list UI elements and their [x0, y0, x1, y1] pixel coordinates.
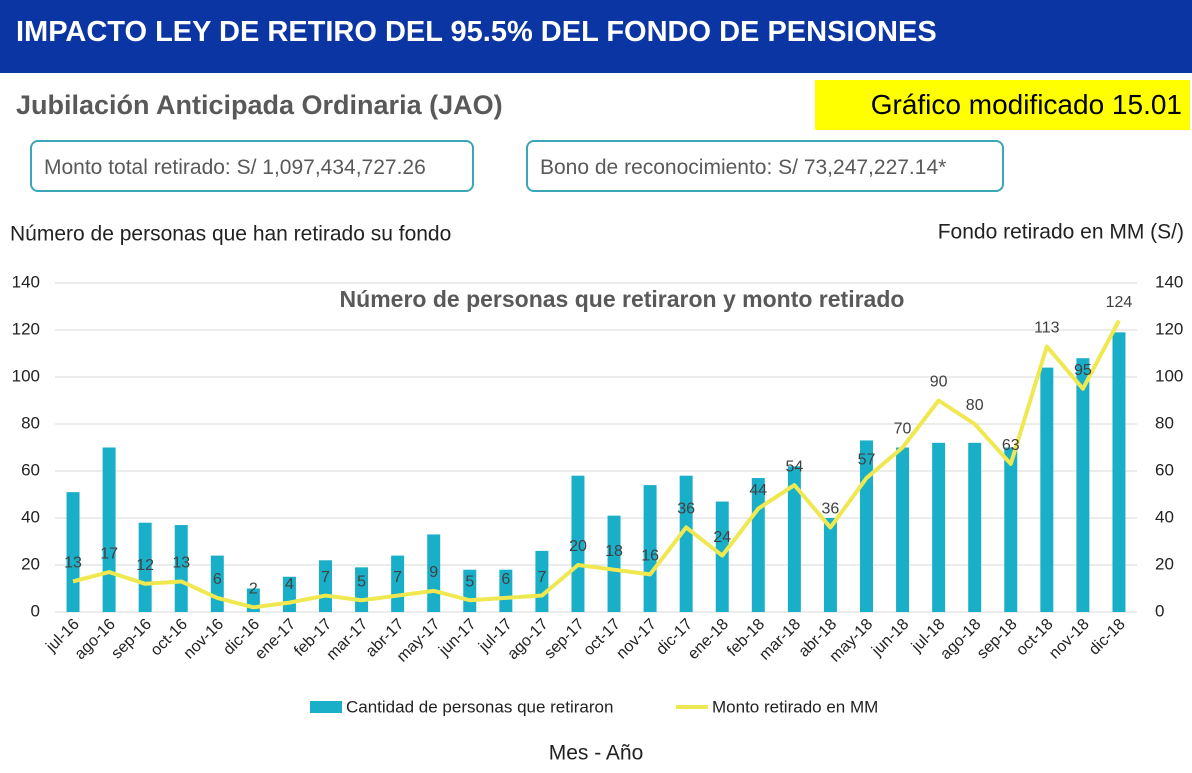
badge: Gráfico modificado 15.01 [815, 80, 1190, 130]
data-label: 6 [213, 571, 222, 588]
bar [174, 525, 188, 612]
data-label: 7 [393, 569, 402, 586]
data-label: 7 [321, 569, 330, 586]
bar [823, 518, 837, 612]
y-tick-label: 20 [21, 554, 40, 573]
y-axis-title: Número de personas que han retirado su f… [10, 223, 451, 246]
data-label: 18 [605, 543, 623, 560]
data-label: 2 [249, 581, 258, 598]
y2-tick-label: 20 [1155, 554, 1174, 573]
bar [319, 560, 332, 612]
bar [968, 442, 982, 612]
y2-tick-label: 80 [1155, 413, 1174, 432]
data-label: 57 [858, 451, 876, 468]
bar [1076, 358, 1090, 612]
x-tick-label: jun-18 [868, 616, 912, 660]
header: IMPACTO LEY DE RETIRO DEL 95.5% DEL FOND… [0, 0, 1192, 73]
subtitle: Jubilación Anticipada Ordinaria (JAO) [16, 90, 503, 120]
x-tick-label: ene-18 [685, 616, 732, 663]
data-label: 24 [713, 529, 731, 546]
legend-label: Monto retirado en MM [712, 697, 878, 716]
data-label: 36 [822, 501, 840, 518]
x-tick-label: ago-18 [937, 616, 984, 663]
bar [66, 492, 80, 612]
y-tick-label: 140 [12, 272, 40, 291]
data-label: 54 [785, 458, 803, 475]
data-label: 124 [1106, 294, 1133, 311]
chart-title: Número de personas que retiraron y monto… [340, 286, 905, 312]
data-label: 70 [894, 421, 912, 438]
legend-swatch [310, 701, 342, 713]
data-label: 9 [429, 564, 438, 581]
bar [896, 447, 910, 612]
y-tick-label: 80 [21, 413, 40, 432]
y-tick-label: 60 [21, 460, 40, 479]
data-label: 13 [172, 555, 190, 572]
data-label: 20 [569, 538, 587, 555]
x-tick-label: sep-17 [541, 616, 588, 663]
data-label: 4 [285, 576, 294, 593]
x-tick-label: sep-18 [974, 616, 1021, 663]
data-label: 95 [1074, 362, 1092, 379]
y-tick-label: 40 [21, 507, 40, 526]
y-tick-label: 100 [12, 366, 40, 385]
data-label: 5 [357, 573, 366, 590]
data-label: 13 [64, 555, 82, 572]
page-title: IMPACTO LEY DE RETIRO DEL 95.5% DEL FOND… [16, 16, 937, 48]
info-box: Monto total retirado: S/ 1,097,434,727.2… [30, 140, 474, 192]
x-axis-title: Mes - Año [549, 742, 644, 765]
x-tick-label: sep-16 [108, 616, 155, 663]
y2-tick-label: 0 [1155, 601, 1164, 620]
data-label: 63 [1002, 437, 1020, 454]
x-tick-label: nov-18 [1046, 616, 1093, 663]
bar [607, 515, 621, 612]
bar [679, 475, 693, 612]
y2-tick-label: 60 [1155, 460, 1174, 479]
bar [1040, 367, 1054, 612]
bar [643, 485, 657, 612]
data-label: 80 [966, 397, 984, 414]
x-tick-label: ago-16 [72, 616, 119, 663]
bar [571, 475, 585, 612]
bar [787, 466, 801, 612]
x-tick-label: nov-17 [613, 616, 660, 663]
x-tick-label: nov-16 [180, 616, 227, 663]
line [72, 319, 1121, 610]
data-label: 5 [465, 573, 474, 590]
y2-tick-label: 100 [1155, 366, 1183, 385]
x-tick-label: ene-17 [252, 616, 299, 663]
data-label: 90 [930, 374, 948, 391]
bar [1004, 447, 1018, 612]
data-label: 44 [749, 482, 767, 499]
bar [499, 569, 513, 612]
data-label: 36 [677, 501, 695, 518]
y-tick-label: 0 [31, 601, 40, 620]
data-label: 113 [1034, 320, 1060, 337]
data-label: 17 [100, 545, 118, 562]
bar [138, 522, 152, 612]
x-tick-label: ago-17 [504, 616, 551, 663]
bar [1112, 332, 1126, 612]
y2-axis-title: Fondo retirado en MM (S/) [938, 221, 1184, 244]
bar [102, 447, 116, 612]
bar [932, 442, 946, 612]
info-box: Bono de reconocimiento: S/ 73,247,227.14… [526, 140, 1004, 192]
y2-tick-label: 40 [1155, 507, 1174, 526]
x-tick-label: dic-18 [1086, 616, 1129, 659]
x-tick-label: mar-18 [756, 616, 804, 664]
x-tick-label: mar-17 [324, 616, 372, 664]
y-tick-label: 120 [12, 319, 40, 338]
x-tick-label: jun-17 [435, 616, 479, 660]
legend-label: Cantidad de personas que retiraron [346, 697, 613, 716]
data-label: 16 [641, 548, 659, 565]
y2-tick-label: 120 [1155, 319, 1183, 338]
data-label: 7 [537, 569, 546, 586]
data-label: 6 [501, 571, 510, 588]
y2-tick-label: 140 [1155, 272, 1183, 291]
data-label: 12 [136, 557, 154, 574]
